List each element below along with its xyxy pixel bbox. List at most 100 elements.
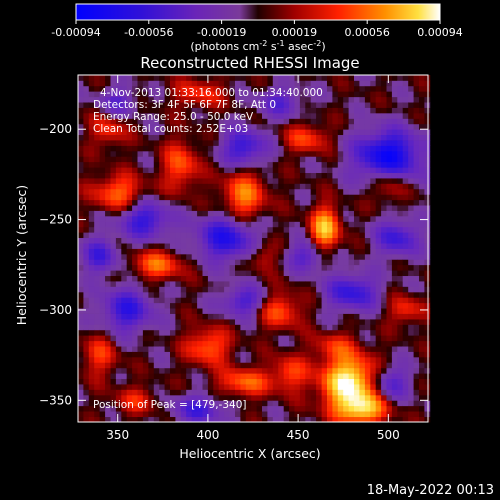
heatmap-cell: [191, 167, 198, 174]
heatmap-cell: [370, 140, 377, 146]
heatmap-cell: [121, 140, 128, 146]
heatmap-cell: [88, 313, 95, 320]
heatmap-cell: [94, 362, 101, 369]
heatmap-cell: [272, 416, 279, 423]
heatmap-cell: [245, 221, 252, 228]
heatmap-cell: [148, 194, 155, 201]
heatmap-cell: [256, 378, 263, 385]
heatmap-cell: [305, 123, 312, 130]
heatmap-cell: [186, 145, 193, 152]
heatmap-cell: [359, 113, 366, 119]
heatmap-cell: [364, 172, 371, 179]
heatmap-cell: [337, 91, 344, 98]
heatmap-cell: [175, 394, 182, 401]
heatmap-cell: [299, 145, 306, 152]
heatmap-cell: [289, 416, 295, 423]
heatmap-cell: [397, 297, 404, 304]
heatmap-cell: [294, 156, 301, 163]
heatmap-cell: [256, 286, 263, 293]
heatmap-cell: [424, 308, 431, 314]
heatmap-cell: [375, 216, 382, 222]
heatmap-cell: [132, 161, 138, 168]
heatmap-cell: [299, 199, 306, 206]
heatmap-cell: [137, 405, 144, 412]
heatmap-cell: [375, 161, 382, 168]
heatmap-cell: [83, 400, 90, 407]
heatmap-cell: [402, 183, 409, 190]
heatmap-cell: [213, 324, 220, 331]
heatmap-cell: [148, 134, 155, 141]
heatmap-cell: [375, 340, 382, 347]
heatmap-cell: [153, 373, 160, 380]
heatmap-cell: [321, 102, 328, 108]
heatmap-cell: [337, 248, 344, 255]
heatmap-cell: [180, 248, 187, 255]
heatmap-cell: [289, 118, 295, 125]
heatmap-cell: [240, 259, 247, 266]
heatmap-cell: [83, 205, 90, 211]
heatmap-cell: [121, 400, 128, 407]
heatmap-cell: [310, 150, 317, 157]
heatmap-cell: [424, 373, 431, 380]
heatmap-cell: [381, 161, 387, 168]
heatmap-cell: [132, 232, 138, 239]
heatmap-cell: [218, 351, 225, 358]
heatmap-cell: [424, 394, 431, 401]
heatmap-cell: [170, 400, 176, 407]
heatmap-cell: [413, 400, 420, 407]
heatmap-cell: [359, 188, 366, 195]
heatmap-cell: [386, 199, 393, 206]
heatmap-cell: [99, 91, 106, 98]
heatmap-cell: [419, 96, 425, 103]
heatmap-cell: [375, 96, 382, 103]
heatmap-cell: [316, 199, 322, 206]
heatmap-cell: [235, 373, 241, 380]
heatmap-cell: [197, 405, 203, 412]
heatmap-cell: [413, 313, 420, 320]
heatmap-cell: [419, 416, 425, 423]
heatmap-cell: [332, 150, 339, 157]
heatmap-cell: [283, 340, 290, 347]
heatmap-cell: [197, 400, 203, 407]
heatmap-cell: [283, 226, 290, 233]
heatmap-cell: [132, 221, 138, 228]
heatmap-cell: [175, 411, 182, 418]
heatmap-cell: [375, 259, 382, 266]
heatmap-cell: [424, 329, 431, 336]
heatmap-cell: [424, 232, 431, 239]
heatmap-cell: [88, 356, 95, 363]
heatmap-cell: [278, 123, 285, 130]
heatmap-cell: [283, 80, 290, 87]
heatmap-cell: [408, 102, 415, 108]
heatmap-cell: [294, 324, 301, 331]
heatmap-cell: [213, 243, 220, 249]
heatmap-cell: [186, 367, 193, 374]
heatmap-cell: [197, 150, 203, 157]
heatmap-cell: [310, 107, 317, 114]
heatmap-cell: [289, 221, 295, 228]
heatmap-cell: [424, 346, 431, 352]
heatmap-cell: [332, 118, 339, 125]
heatmap-cell: [310, 281, 317, 287]
heatmap-cell: [316, 80, 322, 87]
heatmap-cell: [364, 297, 371, 304]
heatmap-cell: [115, 237, 122, 244]
heatmap-cell: [256, 80, 263, 87]
heatmap-cell: [397, 96, 404, 103]
heatmap-cell: [402, 107, 409, 114]
heatmap-cell: [235, 188, 241, 195]
heatmap-cell: [78, 356, 84, 363]
heatmap-cell: [218, 324, 225, 331]
heatmap-cell: [272, 210, 279, 217]
heatmap-cell: [337, 356, 344, 363]
heatmap-cell: [402, 178, 409, 184]
heatmap-cell: [397, 259, 404, 266]
heatmap-cell: [299, 237, 306, 244]
heatmap-cell: [159, 308, 166, 314]
heatmap-cell: [305, 346, 312, 352]
heatmap-cell: [408, 346, 415, 352]
heatmap-cell: [142, 416, 149, 423]
heatmap-cell: [207, 167, 214, 174]
heatmap-cell: [278, 75, 285, 81]
heatmap-cell: [126, 356, 133, 363]
